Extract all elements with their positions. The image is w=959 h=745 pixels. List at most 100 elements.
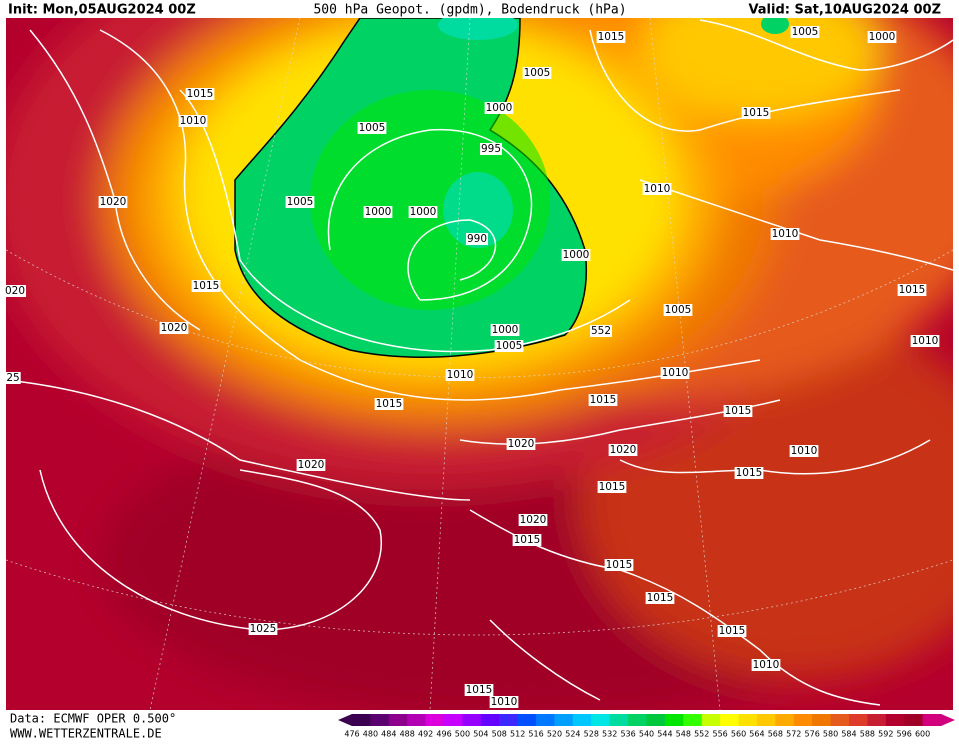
- colorbar-cell: [701, 714, 721, 726]
- colorbar-cell: [609, 714, 629, 726]
- colorbar-cell: [554, 714, 574, 726]
- colorbar-label: 512: [510, 730, 525, 739]
- isobar-label-bg: [357, 122, 387, 134]
- isobar-label: 1015: [376, 398, 403, 410]
- isobar-label: 1015: [725, 405, 752, 417]
- colorbar-cell: [922, 714, 942, 726]
- colorbar-arrow-left: [338, 714, 352, 726]
- isobar-label-bg: [790, 26, 820, 38]
- isobar-label: 1015: [590, 394, 617, 406]
- colorbar-arrow-right: [941, 714, 955, 726]
- colorbar-cell: [756, 714, 776, 726]
- isobar-label: 1015: [599, 481, 626, 493]
- isobar-label-bg: [522, 67, 552, 79]
- isobar-label: 020: [5, 285, 25, 297]
- colorbar-cell: [591, 714, 611, 726]
- isobar-label-bg: [285, 196, 315, 208]
- isobar-label: 1025: [250, 623, 277, 635]
- colorbar-cell: [738, 714, 758, 726]
- isobar-label: 1015: [193, 280, 220, 292]
- isobar-label: 990: [467, 233, 487, 245]
- isobar-label: 1000: [365, 206, 392, 218]
- isobar-label-bg: [642, 183, 672, 195]
- init-time: Init: Mon,05AUG2024 00Z: [8, 3, 196, 18]
- data-source: Data: ECMWF OPER 0.500°: [10, 712, 176, 726]
- isobar-label-bg: [374, 398, 404, 410]
- isobar-label-bg: [98, 196, 128, 208]
- isobar-label-bg: [518, 514, 548, 526]
- isobar-label-bg: [910, 335, 940, 347]
- isobar-label: 1010: [791, 445, 818, 457]
- colorbar-cell: [407, 714, 427, 726]
- isobar-label: 1020: [520, 514, 547, 526]
- isobar-label: 1020: [610, 444, 637, 456]
- isobar-label-bg: [717, 625, 747, 637]
- isobar-label: 1010: [447, 369, 474, 381]
- colorbar-cell: [572, 714, 592, 726]
- isobar-label-bg: [588, 394, 618, 406]
- isobar-label-bg: [608, 444, 638, 456]
- colorbar-label: 508: [492, 730, 507, 739]
- isobar-labels: 1015 1005 1005 1000 1015 1010 1000 1015 1005 995 1…: [3, 26, 940, 708]
- isobar-label-bg: [445, 369, 475, 381]
- colorbar-cell: [812, 714, 832, 726]
- isobar-label-bg: [604, 559, 634, 571]
- isobar-label-bg: [465, 233, 489, 245]
- isobar-label-bg: [789, 445, 819, 457]
- colorbar-label: 484: [381, 730, 396, 739]
- colorbar-cell: [352, 714, 371, 726]
- isobar-label-bg: [408, 206, 438, 218]
- isobar-label: 1015: [514, 534, 541, 546]
- colorbar-cell: [462, 714, 482, 726]
- isobar-label-bg: [723, 405, 753, 417]
- isobar-label-bg: [363, 206, 393, 218]
- isobar-label: 1015: [466, 684, 493, 696]
- isobar-label: 1015: [647, 592, 674, 604]
- isobar-label: 1005: [792, 26, 819, 38]
- colorbar-label: 528: [584, 730, 599, 739]
- isobar-label: 1015: [719, 625, 746, 637]
- isobar-label: 1020: [100, 196, 127, 208]
- colorbar: 476 480 484 488 492 496 500 504 508 512 516 520 524 5…: [338, 714, 955, 739]
- isobar-label-bg: [506, 438, 536, 450]
- isobar-label: 1000: [492, 324, 519, 336]
- isobar-label: 1015: [606, 559, 633, 571]
- header-bar: [0, 0, 959, 18]
- isobar-label-bg: [867, 31, 897, 43]
- isobar-label-bg: [5, 372, 21, 384]
- isobar-label-bg: [645, 592, 675, 604]
- colorbar-label: 476: [344, 730, 359, 739]
- isobar-label: 1010: [644, 183, 671, 195]
- isobar-label-bg: [296, 459, 326, 471]
- isobar-label: 1020: [508, 438, 535, 450]
- colorbar-cell: [370, 714, 390, 726]
- isobar-label: 1005: [359, 122, 386, 134]
- isobars: [6, 19, 953, 706]
- isobar-label-bg: [178, 115, 208, 127]
- isobar-label: 995: [481, 143, 501, 155]
- isobar-label-bg: [248, 623, 278, 635]
- colorbar-cell: [425, 714, 445, 726]
- isobar-label-bg: [479, 143, 503, 155]
- isobar-label-bg: [561, 249, 591, 261]
- isobar-label: 1000: [869, 31, 896, 43]
- isobar-label: 1010: [912, 335, 939, 347]
- isobar-label-bg: [589, 325, 613, 337]
- colorbar-label: 572: [786, 730, 801, 739]
- colorbar-cell: [664, 714, 684, 726]
- isobar-label-bg: [191, 280, 221, 292]
- website: WWW.WETTERZENTRALE.DE: [10, 727, 162, 741]
- isobar-label: 1005: [524, 67, 551, 79]
- isobar-label-bg: [741, 107, 771, 119]
- colorbar-label: 524: [565, 730, 580, 739]
- isobar-label: 1000: [563, 249, 590, 261]
- colorbar-label: 532: [602, 730, 617, 739]
- colorbar-cell: [885, 714, 905, 726]
- colorbar-cell: [775, 714, 795, 726]
- isobar-label: 25: [6, 372, 19, 384]
- colorbar-label: 548: [676, 730, 691, 739]
- isobar-label-bg: [597, 481, 627, 493]
- colorbar-cell: [628, 714, 647, 726]
- graticule: [6, 18, 953, 710]
